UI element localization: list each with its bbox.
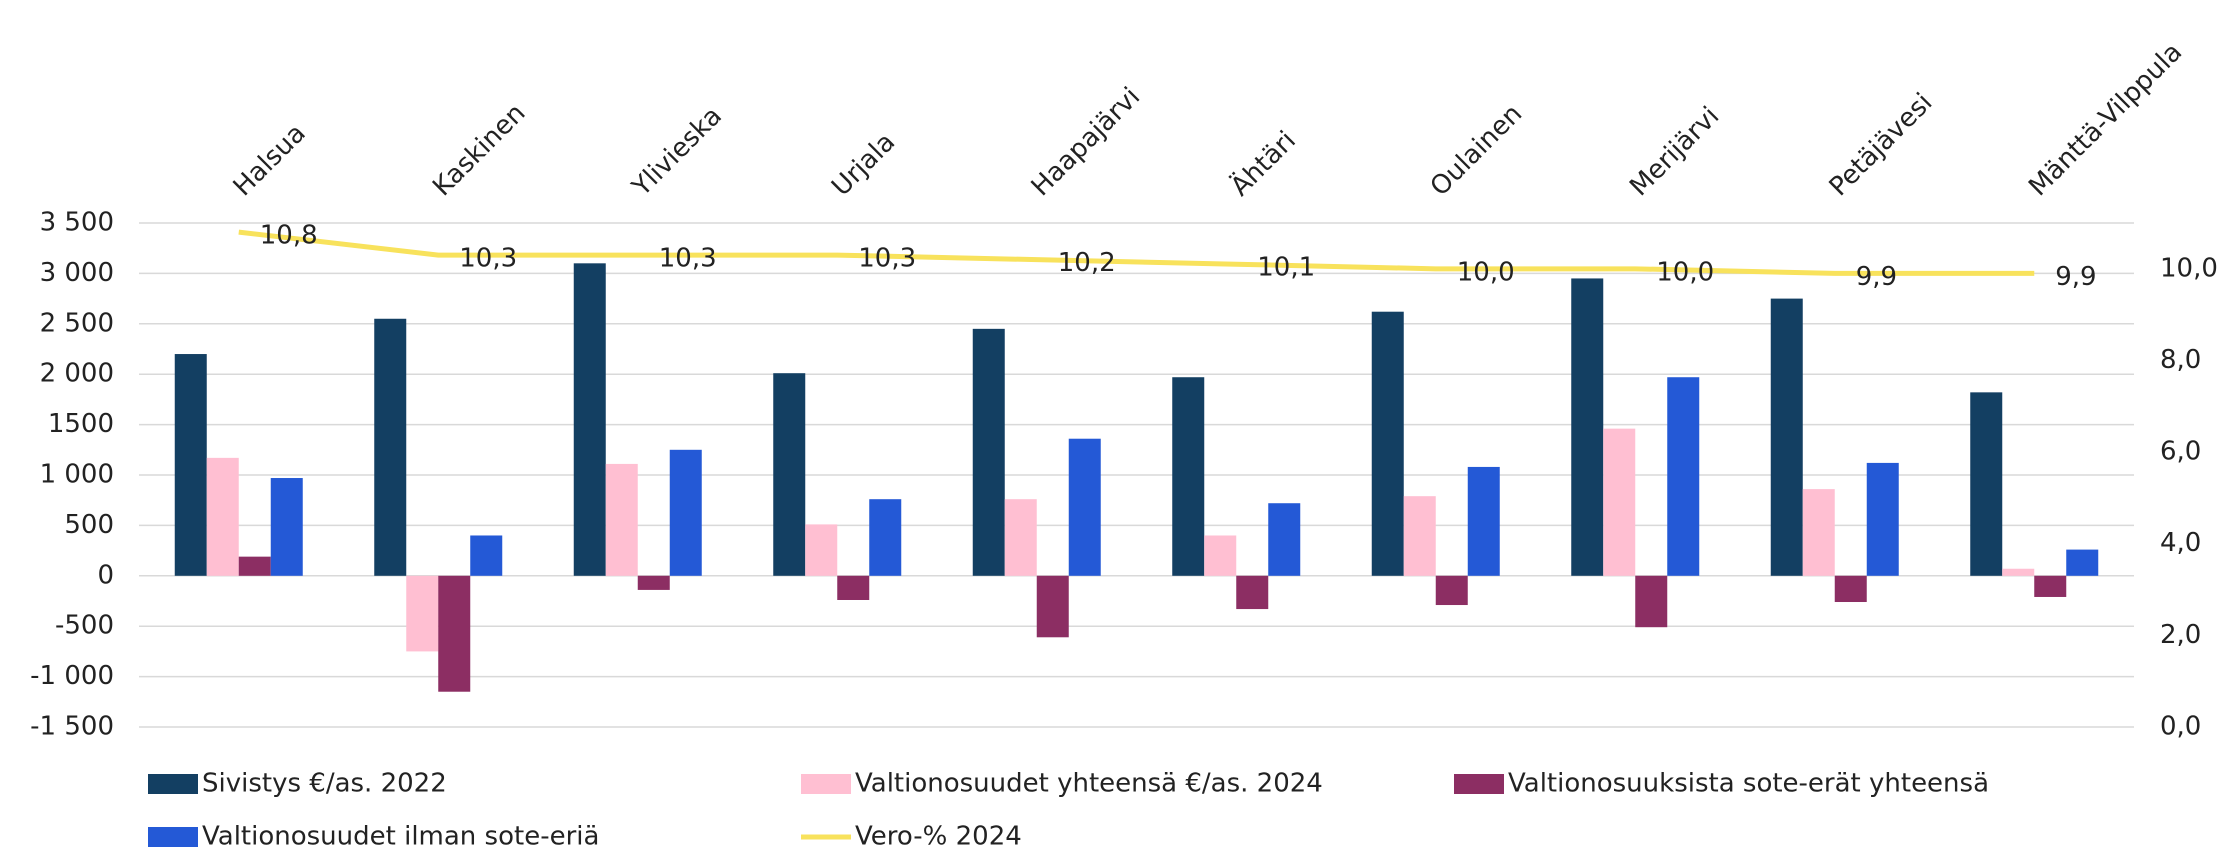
bar (1371, 311, 1404, 576)
bar (805, 524, 838, 576)
y2-tick-label: 2,0 (2160, 620, 2201, 650)
x-tick-label: Urjala (826, 127, 901, 202)
bar (669, 449, 702, 576)
bar (2034, 575, 2067, 597)
bar (1172, 377, 1205, 576)
x-tick-label: Haapajärvi (1026, 82, 1146, 202)
x-tick-label: Petäjävesi (1824, 88, 1939, 203)
x-tick-label: Mänttä-Vilppula (2023, 37, 2188, 202)
legend-label: Valtionosuudet ilman sote-eriä (202, 822, 599, 852)
bar (605, 463, 638, 576)
x-tick-label: Ylivieska (626, 101, 728, 203)
y2-tick-label: 8,0 (2160, 345, 2201, 375)
y-tick-label: 1 000 (40, 460, 114, 490)
y2-tick-label: 6,0 (2160, 437, 2201, 467)
y-tick-label: 0 (97, 560, 114, 590)
bar (470, 535, 503, 576)
bar (1204, 535, 1237, 576)
bar (1667, 377, 1700, 576)
bar (1802, 489, 1835, 576)
y-tick-label: -1 000 (30, 661, 114, 691)
legend-swatch (801, 774, 851, 794)
y2-tick-label: 10,0 (2160, 253, 2218, 283)
bar (206, 457, 239, 576)
x-tick-label: Oulainen (1425, 99, 1528, 202)
bar (1236, 575, 1269, 610)
bar (1435, 575, 1468, 606)
bar (972, 328, 1005, 576)
bar (270, 478, 303, 576)
data-label: 10,0 (1656, 257, 1714, 287)
y-tick-label: 500 (64, 510, 114, 540)
bar (1036, 575, 1069, 638)
bar (637, 575, 670, 590)
bar (1770, 298, 1803, 576)
y-tick-label: 3 000 (40, 258, 114, 288)
bar (1866, 462, 1899, 576)
legend-swatch (148, 827, 198, 847)
bar (174, 354, 207, 576)
bar (869, 499, 902, 576)
y2-tick-label: 4,0 (2160, 528, 2201, 558)
y-tick-label: 2 000 (40, 359, 114, 389)
bar (1068, 438, 1101, 576)
data-label: 10,0 (1457, 257, 1515, 287)
legend-label: Valtionosuuksista sote-erät yhteensä (1508, 769, 1989, 799)
legend-label: Vero-% 2024 (855, 822, 1022, 852)
data-label: 10,3 (858, 244, 916, 274)
bar (1571, 278, 1604, 576)
bar (1635, 575, 1668, 628)
bar (1834, 575, 1867, 603)
data-label: 10,8 (260, 221, 318, 251)
y-tick-label: -500 (55, 611, 114, 641)
x-tick-label: Merijärvi (1624, 101, 1725, 202)
x-tick-label: Halsua (228, 118, 312, 202)
data-label: 10,2 (1058, 248, 1116, 278)
y-tick-label: -1 500 (30, 712, 114, 742)
bar (1970, 392, 2003, 576)
bar (837, 575, 870, 600)
y-tick-label: 3 500 (40, 208, 114, 238)
bar (1004, 499, 1037, 576)
legend-swatch (148, 774, 198, 794)
data-label: 9,9 (1856, 262, 1897, 292)
bar (1268, 503, 1301, 576)
y-tick-label: 2 500 (40, 308, 114, 338)
bar (1403, 496, 1436, 576)
y2-tick-label: 0,0 (2160, 712, 2201, 742)
bar (573, 263, 606, 576)
data-label: 9,9 (2055, 262, 2096, 292)
bar (438, 575, 471, 692)
line (238, 229, 2035, 276)
bar (1603, 428, 1636, 576)
bar (2002, 568, 2035, 576)
data-label: 10,3 (459, 244, 517, 274)
x-tick-label: Kaskinen (427, 98, 531, 202)
bar (374, 318, 407, 576)
bar (1467, 466, 1500, 576)
bar (2066, 549, 2099, 576)
x-tick-label: Ähtäri (1224, 124, 1302, 202)
y-tick-label: 1500 (48, 409, 114, 439)
bar (238, 556, 271, 576)
data-label: 10,1 (1257, 253, 1315, 283)
legend-swatch (1454, 774, 1504, 794)
bar (406, 575, 439, 652)
data-label: 10,3 (659, 244, 717, 274)
legend-label: Sivistys €/as. 2022 (202, 769, 447, 799)
bar (773, 373, 806, 576)
legend-label: Valtionosuudet yhteensä €/as. 2024 (855, 769, 1323, 799)
